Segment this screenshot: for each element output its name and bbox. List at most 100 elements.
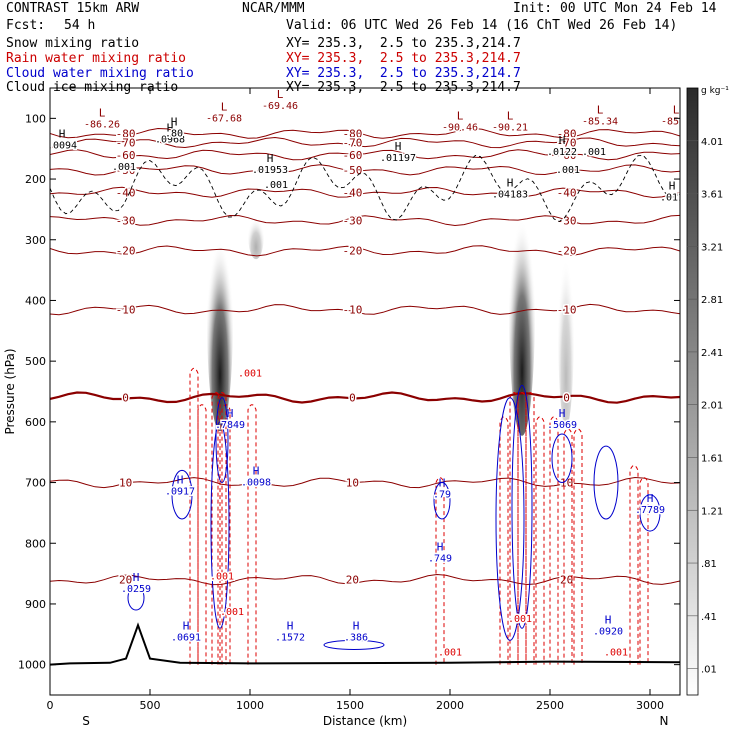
rain-contour-0	[189, 367, 199, 665]
x-tick-label-3000: 3000	[636, 699, 664, 712]
colorbar-tick-label-2: 3.21	[701, 242, 723, 253]
x-tick-label-2000: 2000	[436, 699, 464, 712]
extrema-letter-17: H	[253, 465, 260, 478]
snow-shade-column-2	[248, 210, 264, 260]
fcst-label: Fcst:	[6, 18, 46, 33]
extrema-value-7: -90.21	[492, 122, 528, 133]
isotherm-label--70-c: -70	[557, 137, 577, 150]
isotherm-label--50-a: -50	[116, 164, 136, 177]
colorbar-tick-label-9: .41	[701, 612, 717, 623]
colorbar-tick-label-6: 1.61	[701, 453, 723, 464]
y-tick-label-700: 700	[25, 477, 46, 490]
extrema-letter-5: H	[171, 116, 178, 129]
isotherm--60	[50, 149, 680, 161]
small-label-0: .001	[112, 162, 136, 173]
isotherm-label-0-c: 0	[563, 392, 570, 405]
extrema-letter-23: H	[437, 540, 444, 553]
snow-shade-column-1	[509, 180, 535, 436]
isotherm-label-20-c: 20	[560, 574, 573, 587]
field-rain-name: Rain water mixing ratio	[6, 51, 187, 66]
y-tick-label-300: 300	[25, 234, 46, 247]
isotherm-label--70-a: -70	[116, 137, 136, 150]
isotherm-label--10-a: -10	[116, 304, 136, 317]
cloud-ice-contour	[50, 155, 680, 223]
colorbar-tick-label-7: 1.21	[701, 506, 723, 517]
extrema-value-11: .01197	[380, 153, 416, 164]
extrema-value-26: .0920	[593, 626, 623, 637]
field-rain-xy: XY= 235.3, 2.5 to 235.3,214.7	[286, 51, 521, 66]
terrain-line	[50, 622, 680, 666]
x-end-right: N	[660, 714, 669, 728]
rain-contour-4	[221, 404, 231, 665]
isotherm-20	[50, 573, 680, 586]
rain-contour-14	[573, 428, 583, 665]
extrema-letter-2: L	[99, 106, 106, 119]
extrema-value-10: .01953	[252, 165, 288, 176]
isotherm-label--60-a: -60	[116, 149, 136, 162]
y-tick-label-1000: 1000	[18, 659, 46, 672]
rain-contour-1	[197, 404, 207, 665]
colorbar-tick-label-4: 2.41	[701, 348, 723, 359]
small-label-2: .001	[582, 147, 606, 158]
colorbar-tick-label-0: 4.01	[701, 137, 723, 148]
colorbar-unit: g kg⁻¹	[701, 86, 729, 96]
extrema-letter-25: H	[647, 492, 654, 505]
rain-contour-2	[211, 392, 221, 665]
isotherm-label--80-b: -80	[342, 128, 362, 141]
x-end-left: S	[82, 714, 90, 728]
extrema-letter-9: L	[673, 103, 680, 116]
extrema-value-15: .7849	[215, 420, 245, 431]
isotherm-10	[50, 476, 680, 489]
field-cloudwater-name: Cloud water mixing ratio	[6, 66, 194, 81]
extrema-letter-3: H	[59, 128, 66, 141]
extrema-value-24: .5069	[547, 420, 577, 431]
extrema-value-8: -85.34	[582, 116, 618, 127]
x-tick-label-2500: 2500	[536, 699, 564, 712]
isotherm--80	[50, 127, 680, 139]
small-label-4: .001	[238, 368, 262, 379]
extrema-letter-6: L	[457, 109, 464, 122]
extrema-value-0: -67.68	[206, 113, 242, 124]
extrema-letter-24: H	[559, 407, 566, 420]
x-tick-label-1000: 1000	[236, 699, 264, 712]
small-label-6: .001	[220, 607, 244, 618]
isotherm-label--30-b: -30	[342, 214, 362, 227]
rain-contour-11	[535, 416, 545, 665]
isotherm-label--10-c: -10	[557, 304, 577, 317]
isotherm--10	[50, 303, 680, 316]
rain-contour-13	[563, 428, 573, 665]
extrema-value-4: .0968	[155, 135, 185, 146]
isotherm-label--10-b: -10	[342, 304, 362, 317]
isotherm-0	[50, 391, 680, 404]
extrema-value-13: .04183	[492, 189, 528, 200]
y-tick-label-800: 800	[25, 537, 46, 550]
extrema-letter-16: H	[177, 474, 184, 487]
init-time: Init: 00 UTC Mon 24 Feb 14	[513, 1, 717, 16]
extrema-value-18: .0259	[121, 584, 151, 595]
isotherm-label--80-c: -80	[557, 128, 577, 141]
extrema-letter-1: L	[277, 88, 284, 101]
isotherm-label--50-b: -50	[342, 164, 362, 177]
small-label-8: .001	[508, 614, 532, 625]
small-label-9: .001	[604, 648, 628, 659]
extrema-letter-26: H	[605, 613, 612, 626]
small-label-7: .001	[438, 648, 462, 659]
cloud-water-contour-10	[639, 494, 661, 532]
extrema-value-3: .0094	[47, 141, 77, 152]
isotherm--70	[50, 136, 680, 149]
colorbar	[686, 87, 699, 696]
extrema-letter-20: H	[287, 619, 294, 632]
field-snow-xy: XY= 235.3, 2.5 to 235.3,214.7	[286, 36, 521, 51]
extrema-value-25: .7789	[635, 505, 665, 516]
isotherm-label-10-a: 10	[119, 477, 132, 490]
isotherm-label-20-a: 20	[119, 574, 132, 587]
extrema-value-16: .0917	[165, 487, 195, 498]
x-tick-label-1500: 1500	[336, 699, 364, 712]
isotherm-label--20-b: -20	[342, 245, 362, 258]
extrema-value-20: .1572	[275, 632, 305, 643]
extrema-letter-11: H	[395, 140, 402, 153]
isotherm-label--60-c: -60	[557, 149, 577, 162]
isotherm-label-20-b: 20	[346, 574, 359, 587]
extrema-value-6: -90.46	[442, 122, 478, 133]
cloud-water-contour-3	[127, 585, 145, 611]
